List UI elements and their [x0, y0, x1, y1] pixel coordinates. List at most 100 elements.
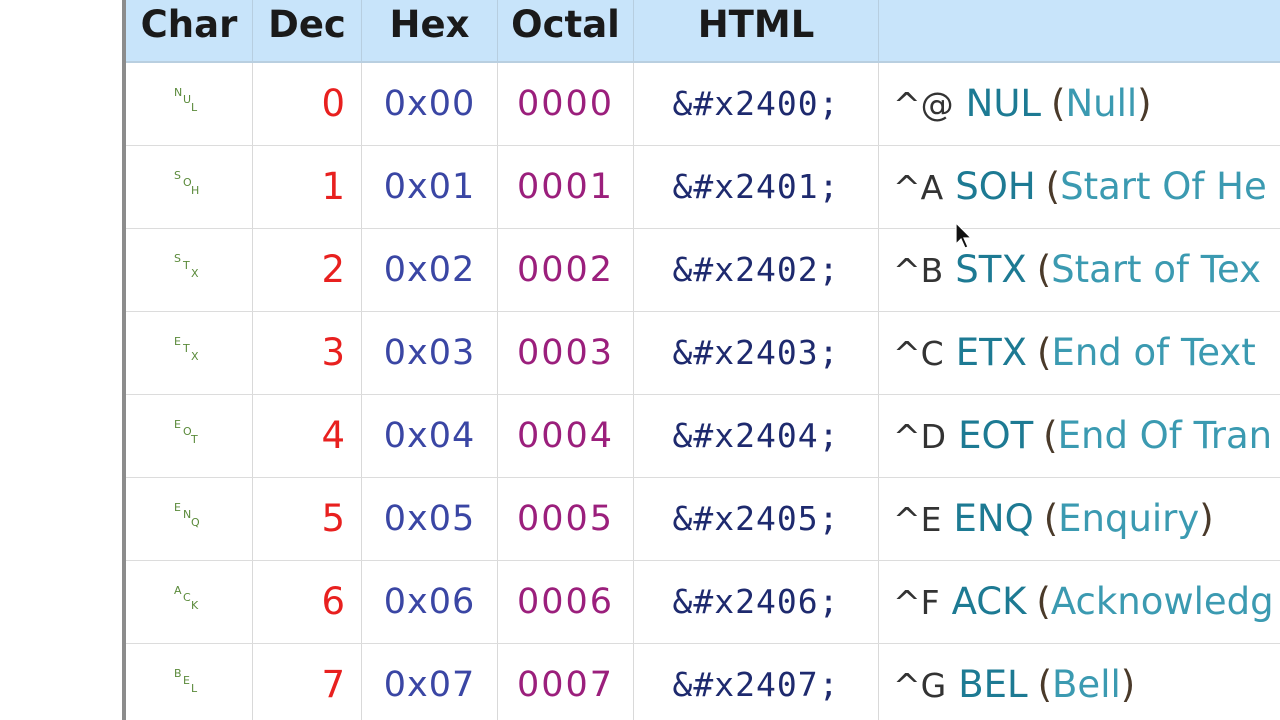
description-cell: ^E ENQ (Enquiry): [879, 478, 1280, 560]
open-paren: (: [1036, 580, 1051, 623]
caret-notation: ^A: [893, 168, 944, 207]
caret-notation: ^B: [893, 251, 944, 290]
control-name: Start Of He: [1060, 165, 1267, 208]
symbol-letter: N: [183, 508, 192, 522]
dec-cell: 7: [253, 644, 362, 720]
symbol-letter: T: [191, 433, 198, 447]
dec-cell: 0: [253, 63, 362, 145]
mouse-pointer-icon: [955, 222, 973, 249]
dec-value: 4: [321, 414, 345, 457]
html-cell: &#x2400;: [634, 63, 879, 145]
symbol-letter: E: [183, 674, 190, 688]
html-entity: &#x2405;: [672, 499, 840, 538]
octal-value: 0005: [516, 499, 615, 539]
hex-cell: 0x01: [362, 146, 498, 228]
hex-value: 0x04: [383, 416, 476, 456]
dec-cell: 2: [253, 229, 362, 311]
description-cell: ^A SOH (Start Of He: [879, 146, 1280, 228]
control-abbreviation: ACK: [951, 580, 1027, 623]
symbol-letter: Q: [191, 516, 200, 530]
symbol-letter: T: [183, 259, 190, 273]
hex-value: 0x00: [383, 84, 476, 124]
control-abbreviation: ENQ: [953, 497, 1034, 540]
control-abbreviation: ETX: [955, 331, 1028, 374]
table-row: S T X 2 0x02 0002 &#x2402; ^B STX (Start of Tex: [126, 229, 1280, 312]
symbol-letter: O: [183, 425, 192, 439]
table-row: E T X 3 0x03 0003 &#x2403; ^C ETX (End of Text: [126, 312, 1280, 395]
caret-notation: ^F: [893, 583, 940, 622]
header-dec: Dec: [253, 0, 362, 61]
html-entity: &#x2401;: [672, 167, 840, 206]
close-paren: ): [1199, 497, 1214, 540]
octal-cell: 0007: [498, 644, 634, 720]
symbol-letter: C: [183, 591, 191, 605]
octal-cell: 0004: [498, 395, 634, 477]
table-row: A C K 6 0x06 0006 &#x2406; ^F ACK (Acknowledg: [126, 561, 1280, 644]
octal-value: 0007: [516, 665, 615, 705]
description-cell: ^B STX (Start of Tex: [879, 229, 1280, 311]
html-entity: &#x2404;: [672, 416, 840, 455]
control-name: Null: [1065, 82, 1138, 125]
symbol-letter: K: [191, 599, 199, 613]
hex-value: 0x02: [383, 250, 476, 290]
dec-cell: 6: [253, 561, 362, 643]
html-entity: &#x2406;: [672, 582, 840, 621]
octal-cell: 0003: [498, 312, 634, 394]
hex-value: 0x03: [383, 333, 476, 373]
octal-value: 0004: [516, 416, 615, 456]
header-description: [879, 0, 1280, 61]
header-octal: Octal: [498, 0, 634, 61]
open-paren: (: [1043, 414, 1058, 457]
dec-cell: 3: [253, 312, 362, 394]
control-abbreviation: NUL: [965, 82, 1042, 125]
octal-cell: 0005: [498, 478, 634, 560]
open-paren: (: [1043, 497, 1059, 540]
description-cell: ^@ NUL (Null): [879, 63, 1280, 145]
symbol-letter: E: [174, 501, 181, 515]
table-row: E N Q 5 0x05 0005 &#x2405; ^E ENQ (Enquiry): [126, 478, 1280, 561]
octal-value: 0001: [516, 167, 615, 207]
octal-value: 0006: [516, 582, 615, 622]
symbol-letter: A: [174, 584, 182, 598]
open-paren: (: [1037, 331, 1052, 374]
html-entity: &#x2407;: [672, 665, 840, 704]
octal-cell: 0006: [498, 561, 634, 643]
octal-value: 0003: [516, 333, 615, 373]
control-name: Start of Tex: [1051, 248, 1262, 291]
close-paren: ): [1120, 663, 1136, 706]
hex-cell: 0x03: [362, 312, 498, 394]
html-entity: &#x2400;: [672, 84, 840, 123]
page-left-margin: [0, 0, 122, 720]
close-paren: ): [1137, 82, 1152, 125]
caret-notation: ^E: [893, 500, 942, 539]
hex-cell: 0x07: [362, 644, 498, 720]
symbol-letter: O: [183, 176, 192, 190]
symbol-letter: E: [174, 335, 181, 349]
html-cell: &#x2404;: [634, 395, 879, 477]
open-paren: (: [1036, 248, 1052, 291]
table-row: S O H 1 0x01 0001 &#x2401; ^A SOH (Start Of He: [126, 146, 1280, 229]
dec-cell: 5: [253, 478, 362, 560]
description-cell: ^F ACK (Acknowledg: [879, 561, 1280, 643]
table-row: B E L 7 0x07 0007 &#x2407; ^G BEL (Bell): [126, 644, 1280, 720]
dec-value: 3: [321, 331, 345, 374]
html-cell: &#x2401;: [634, 146, 879, 228]
dec-value: 5: [321, 497, 345, 540]
dec-value: 6: [321, 580, 345, 623]
control-abbreviation: BEL: [958, 663, 1028, 706]
symbol-letter: B: [174, 667, 182, 681]
symbol-letter: S: [174, 252, 181, 266]
html-cell: &#x2403;: [634, 312, 879, 394]
octal-value: 0000: [516, 84, 615, 124]
